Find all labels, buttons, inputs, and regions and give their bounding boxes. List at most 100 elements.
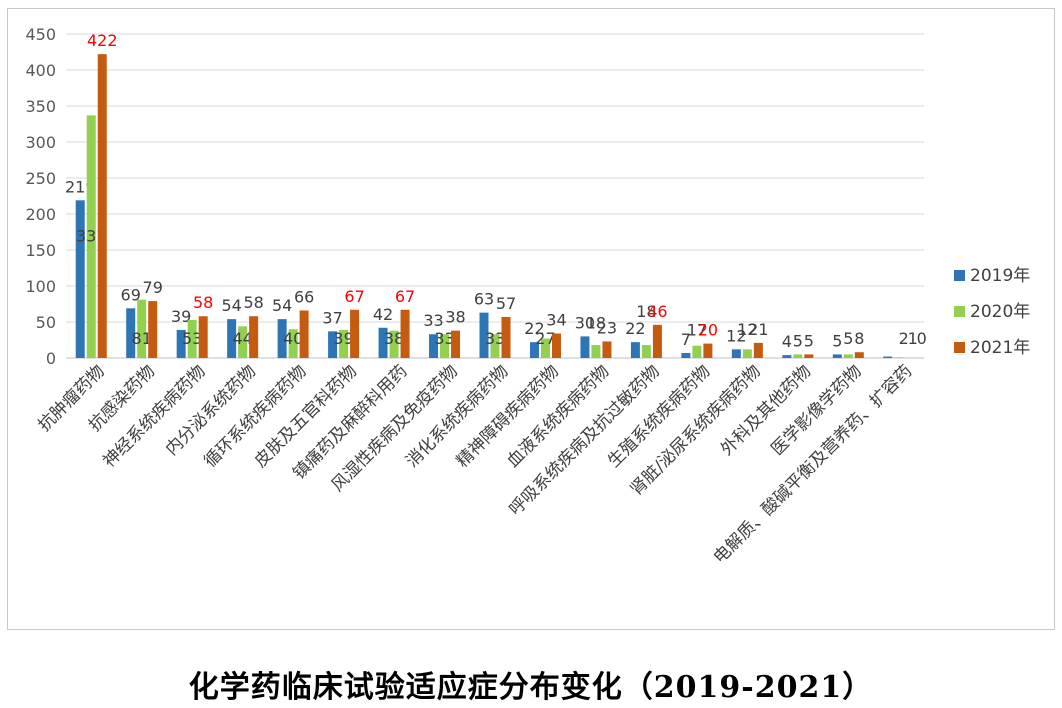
bar [451, 330, 461, 358]
data-label: 58 [243, 293, 263, 312]
data-label: 27 [535, 329, 555, 348]
y-tick-label: 200 [25, 205, 56, 224]
y-tick-label: 300 [25, 133, 56, 152]
bar [249, 316, 259, 358]
bar [591, 345, 601, 358]
bar [731, 349, 741, 358]
data-label: 20 [698, 321, 718, 340]
data-label: 18 [636, 302, 656, 321]
bar [692, 345, 702, 358]
data-label: 67 [344, 287, 364, 306]
data-label: 44 [232, 329, 252, 348]
bar [843, 354, 853, 358]
data-label: 38 [384, 329, 404, 348]
y-tick-label: 400 [25, 61, 56, 80]
legend-swatch [954, 342, 965, 353]
bar [227, 319, 237, 358]
bar [782, 355, 792, 358]
bar [479, 312, 489, 358]
bar [490, 334, 500, 358]
data-label: 34 [546, 311, 566, 330]
figure-caption: 化学药临床试验适应症分布变化（2019-2021） [188, 670, 874, 705]
data-label: 12 [737, 320, 757, 339]
data-label: 38 [445, 308, 465, 327]
bar [529, 342, 539, 358]
bar [793, 354, 803, 358]
data-label: 40 [283, 329, 303, 348]
bar [641, 345, 651, 358]
y-tick-label: 100 [25, 277, 56, 296]
bar [854, 352, 864, 358]
bar [753, 342, 763, 358]
legend-swatch [954, 270, 965, 281]
chart-frame: 0 50 100 150 200 250 300 350 400 450 219 337 422 抗肿瘤药… [7, 8, 1055, 630]
y-tick-label: 450 [25, 25, 56, 44]
data-label: 5 [804, 331, 814, 350]
legend-label: 2020年 [970, 302, 1030, 322]
bar [883, 356, 893, 358]
bar [602, 341, 612, 358]
bar [277, 319, 287, 358]
data-label: 30 [575, 313, 595, 332]
data-label: 12 [726, 326, 746, 345]
bar [580, 336, 590, 358]
data-label: 5 [843, 329, 853, 348]
bar [137, 299, 147, 358]
bar [703, 343, 713, 358]
data-label: 53 [182, 329, 202, 348]
data-label: 2 [899, 329, 909, 348]
x-tick-label: 外科及其他药物 [717, 361, 815, 459]
data-label: 58 [193, 293, 213, 312]
y-tick-label: 50 [36, 313, 56, 332]
data-label: 21 [748, 320, 768, 339]
bar [126, 308, 136, 358]
data-label: 69 [121, 285, 141, 304]
data-label: 54 [221, 296, 241, 315]
data-label: 7 [681, 330, 691, 349]
data-label: 39 [333, 329, 353, 348]
data-label: 0 [917, 329, 927, 348]
data-label: 22 [625, 319, 645, 338]
data-label: 23 [597, 318, 617, 337]
data-label: 33 [485, 329, 505, 348]
bar [652, 324, 662, 358]
bar [148, 301, 158, 358]
bar [328, 331, 338, 358]
bar [540, 338, 550, 358]
legend-swatch [954, 306, 965, 317]
data-label: 37 [322, 308, 342, 327]
data-label: 33 [434, 329, 454, 348]
data-label: 17 [687, 321, 707, 340]
data-label: 39 [171, 307, 191, 326]
bar [742, 349, 752, 358]
bar [832, 354, 842, 358]
x-tick-label: 医学影像学药物 [768, 361, 866, 459]
data-label: 33 [423, 311, 443, 330]
bar [378, 327, 388, 358]
bar [86, 115, 96, 358]
bar [350, 309, 360, 358]
data-label: 18 [586, 313, 606, 332]
data-label: 8 [854, 329, 864, 348]
bar [176, 329, 186, 358]
data-label: 1 [908, 329, 918, 348]
legend-label: 2019年 [970, 266, 1030, 286]
bar [339, 329, 349, 358]
data-label: 67 [395, 287, 415, 306]
bar [97, 54, 107, 358]
bar [440, 334, 450, 358]
data-label: 79 [143, 278, 163, 297]
data-label: 422 [87, 31, 118, 50]
data-label: 42 [373, 305, 393, 324]
data-label: 5 [832, 331, 842, 350]
bar [299, 310, 309, 358]
bar [238, 326, 248, 358]
chart-svg: 050100150200250300350400450219337422抗肿瘤药… [25, 25, 1030, 568]
bar [501, 316, 511, 358]
bar [187, 319, 197, 358]
bar [400, 309, 410, 358]
x-tick-label: 内分泌系统药物 [162, 361, 260, 459]
data-label: 4 [782, 332, 792, 351]
bar [288, 329, 298, 358]
bar [198, 316, 208, 358]
